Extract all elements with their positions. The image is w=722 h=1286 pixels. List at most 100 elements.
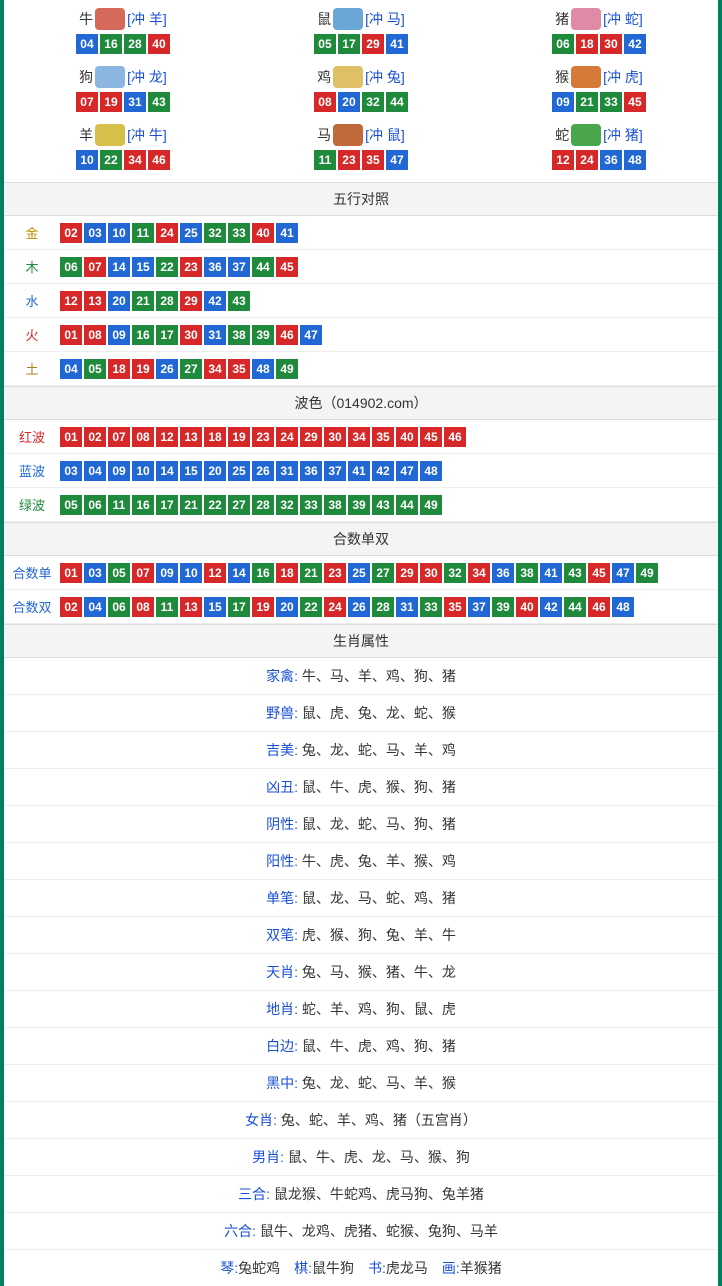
number-chip: 31 <box>124 92 146 112</box>
number-chip: 10 <box>76 150 98 170</box>
number-chip: 32 <box>362 92 384 112</box>
bose-row: 绿波05061116172122272832333839434449 <box>4 488 718 522</box>
footer-value: 兔蛇鸡 <box>238 1260 294 1276</box>
zodiac-name: 猪 <box>555 9 569 29</box>
zodiac-nums: 11233547 <box>242 150 480 170</box>
zodiac-icon <box>333 124 363 146</box>
attr-value: 鼠、虎、兔、龙、蛇、猴 <box>298 705 456 721</box>
number-chip: 03 <box>84 223 106 243</box>
number-chip: 27 <box>228 495 250 515</box>
attr-value: 鼠、牛、虎、鸡、狗、猪 <box>298 1038 456 1054</box>
number-chip: 10 <box>132 461 154 481</box>
number-chip: 33 <box>600 92 622 112</box>
number-chip: 07 <box>84 257 106 277</box>
wuxing-nums: 1213202128294243 <box>60 287 718 315</box>
attr-value: 鼠牛、龙鸡、虎猪、蛇猴、兔狗、马羊 <box>256 1223 498 1239</box>
number-chip: 21 <box>132 291 154 311</box>
number-chip: 11 <box>108 495 130 515</box>
zodiac-name: 马 <box>317 125 331 145</box>
number-chip: 18 <box>108 359 130 379</box>
number-chip: 11 <box>132 223 154 243</box>
number-chip: 11 <box>156 597 178 617</box>
number-chip: 32 <box>276 495 298 515</box>
number-chip: 26 <box>348 597 370 617</box>
footer-label: 琴: <box>220 1260 238 1276</box>
zodiac-icon <box>95 8 125 30</box>
attr-value: 鼠、龙、马、蛇、鸡、猪 <box>298 890 456 906</box>
number-chip: 20 <box>276 597 298 617</box>
number-chip: 33 <box>300 495 322 515</box>
zodiac-conflict: [冲 羊] <box>127 9 167 29</box>
number-chip: 09 <box>552 92 574 112</box>
number-chip: 06 <box>108 597 130 617</box>
number-chip: 35 <box>372 427 394 447</box>
number-chip: 28 <box>252 495 274 515</box>
number-chip: 47 <box>612 563 634 583</box>
number-chip: 43 <box>372 495 394 515</box>
number-chip: 14 <box>228 563 250 583</box>
number-chip: 19 <box>252 597 274 617</box>
attr-row: 天肖: 兔、马、猴、猪、牛、龙 <box>4 954 718 991</box>
number-chip: 28 <box>156 291 178 311</box>
number-chip: 40 <box>516 597 538 617</box>
number-chip: 45 <box>588 563 610 583</box>
number-chip: 46 <box>148 150 170 170</box>
number-chip: 18 <box>204 427 226 447</box>
wuxing-nums: 0108091617303138394647 <box>60 321 718 349</box>
zodiac-cell: 狗[冲 龙]07193143 <box>4 62 242 120</box>
number-chip: 30 <box>180 325 202 345</box>
number-chip: 30 <box>600 34 622 54</box>
attr-value: 蛇、羊、鸡、狗、鼠、虎 <box>298 1001 456 1017</box>
heshu-nums: 0204060811131517192022242628313335373940… <box>60 593 718 621</box>
attr-title: 生肖属性 <box>4 624 718 658</box>
number-chip: 43 <box>564 563 586 583</box>
number-chip: 17 <box>228 597 250 617</box>
number-chip: 45 <box>624 92 646 112</box>
footer-row: 琴:兔蛇鸡 棋:鼠牛狗 书:虎龙马 画:羊猴猪 <box>4 1250 718 1286</box>
zodiac-cell: 猪[冲 蛇]06183042 <box>480 4 718 62</box>
number-chip: 35 <box>444 597 466 617</box>
number-chip: 26 <box>252 461 274 481</box>
number-chip: 39 <box>348 495 370 515</box>
zodiac-cell: 羊[冲 牛]10223446 <box>4 120 242 178</box>
attr-row: 地肖: 蛇、羊、鸡、狗、鼠、虎 <box>4 991 718 1028</box>
zodiac-name: 猴 <box>555 67 569 87</box>
attr-value: 兔、龙、蛇、马、羊、鸡 <box>298 742 456 758</box>
number-chip: 13 <box>180 597 202 617</box>
zodiac-nums: 04162840 <box>4 34 242 54</box>
number-chip: 17 <box>338 34 360 54</box>
attr-label: 双笔: <box>266 927 298 943</box>
number-chip: 16 <box>252 563 274 583</box>
number-chip: 14 <box>108 257 130 277</box>
number-chip: 49 <box>276 359 298 379</box>
number-chip: 34 <box>204 359 226 379</box>
attr-row: 家禽: 牛、马、羊、鸡、狗、猪 <box>4 658 718 695</box>
number-chip: 23 <box>252 427 274 447</box>
number-chip: 41 <box>540 563 562 583</box>
zodiac-nums: 09213345 <box>480 92 718 112</box>
zodiac-header: 牛[冲 羊] <box>4 8 242 30</box>
number-chip: 34 <box>468 563 490 583</box>
number-chip: 26 <box>156 359 178 379</box>
attr-row: 凶丑: 鼠、牛、虎、猴、狗、猪 <box>4 769 718 806</box>
number-chip: 25 <box>180 223 202 243</box>
attr-row: 阴性: 鼠、龙、蛇、马、狗、猪 <box>4 806 718 843</box>
attr-row: 男肖: 鼠、牛、虎、龙、马、猴、狗 <box>4 1139 718 1176</box>
zodiac-cell: 蛇[冲 猪]12243648 <box>480 120 718 178</box>
zodiac-header: 猴[冲 虎] <box>480 66 718 88</box>
zodiac-name: 鸡 <box>317 67 331 87</box>
zodiac-icon <box>571 8 601 30</box>
page-frame: 牛[冲 羊]04162840鼠[冲 马]05172941猪[冲 蛇]061830… <box>0 0 722 1286</box>
number-chip: 47 <box>300 325 322 345</box>
number-chip: 48 <box>252 359 274 379</box>
zodiac-nums: 07193143 <box>4 92 242 112</box>
number-chip: 18 <box>576 34 598 54</box>
number-chip: 16 <box>132 495 154 515</box>
number-chip: 02 <box>60 597 82 617</box>
number-chip: 29 <box>180 291 202 311</box>
number-chip: 03 <box>60 461 82 481</box>
number-chip: 21 <box>180 495 202 515</box>
zodiac-conflict: [冲 猪] <box>603 125 643 145</box>
bose-row: 蓝波03040910141520252631363741424748 <box>4 454 718 488</box>
number-chip: 31 <box>276 461 298 481</box>
